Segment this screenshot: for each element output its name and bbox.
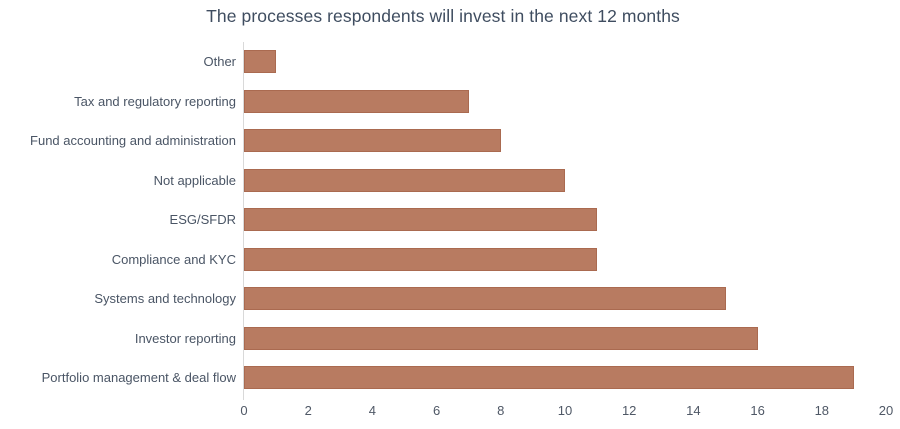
category-label: ESG/SFDR — [169, 212, 236, 228]
x-axis: 0 2 4 6 8 10 12 14 16 18 20 — [240, 403, 893, 421]
category-label: Other — [203, 54, 236, 70]
x-tick-label: 8 — [497, 403, 505, 418]
bar-track — [244, 326, 886, 350]
x-tick-label: 12 — [621, 403, 637, 418]
bar — [244, 326, 758, 350]
bar-row: Other — [0, 42, 886, 82]
x-tick-label: 10 — [557, 403, 573, 418]
bar-track — [244, 89, 886, 113]
chart-title: The processes respondents will invest in… — [206, 6, 680, 26]
category-label: Portfolio management & deal flow — [41, 370, 236, 386]
bar-rows: Other Tax and regulatory reporting Fund ac… — [0, 42, 886, 398]
bar-track — [244, 366, 886, 390]
x-tick-label: 6 — [432, 403, 441, 418]
bar-row: Compliance and KYC — [0, 240, 886, 280]
category-label: Not applicable — [153, 172, 236, 188]
bar-track — [244, 168, 886, 192]
x-tick-label: 18 — [814, 403, 830, 418]
x-tick-label: 2 — [304, 403, 312, 418]
bar — [244, 287, 726, 311]
bar-track — [244, 287, 886, 311]
bar-row: Tax and regulatory reporting — [0, 82, 886, 122]
category-label: Systems and technology — [94, 291, 236, 307]
bar-track — [244, 50, 886, 74]
category-label: Tax and regulatory reporting — [74, 93, 236, 109]
y-axis-line — [243, 42, 244, 400]
bar — [244, 129, 501, 153]
x-tick-label: 0 — [240, 403, 248, 418]
bar-row: Systems and technology — [0, 279, 886, 319]
bar — [244, 366, 854, 390]
category-label: Compliance and KYC — [111, 251, 236, 267]
bar — [244, 168, 565, 192]
x-tick-label: 14 — [686, 403, 701, 418]
bar — [244, 50, 277, 74]
bar-row: Fund accounting and administration — [0, 121, 886, 161]
bar-row: Not applicable — [0, 161, 886, 201]
bar-track — [244, 247, 886, 271]
x-tick-label: 16 — [750, 403, 765, 418]
category-label: Fund accounting and administration — [30, 133, 236, 149]
bar-row: ESG/SFDR — [0, 200, 886, 240]
category-label: Investor reporting — [134, 330, 236, 346]
bar-row: Portfolio management & deal flow — [0, 358, 886, 398]
bar — [244, 247, 598, 271]
bar — [244, 89, 469, 113]
bar — [244, 208, 598, 232]
bar-track — [244, 208, 886, 232]
x-tick-label: 4 — [368, 403, 377, 418]
bar-row: Investor reporting — [0, 319, 886, 359]
bar-track — [244, 129, 886, 153]
x-tick-label: 20 — [878, 403, 894, 418]
